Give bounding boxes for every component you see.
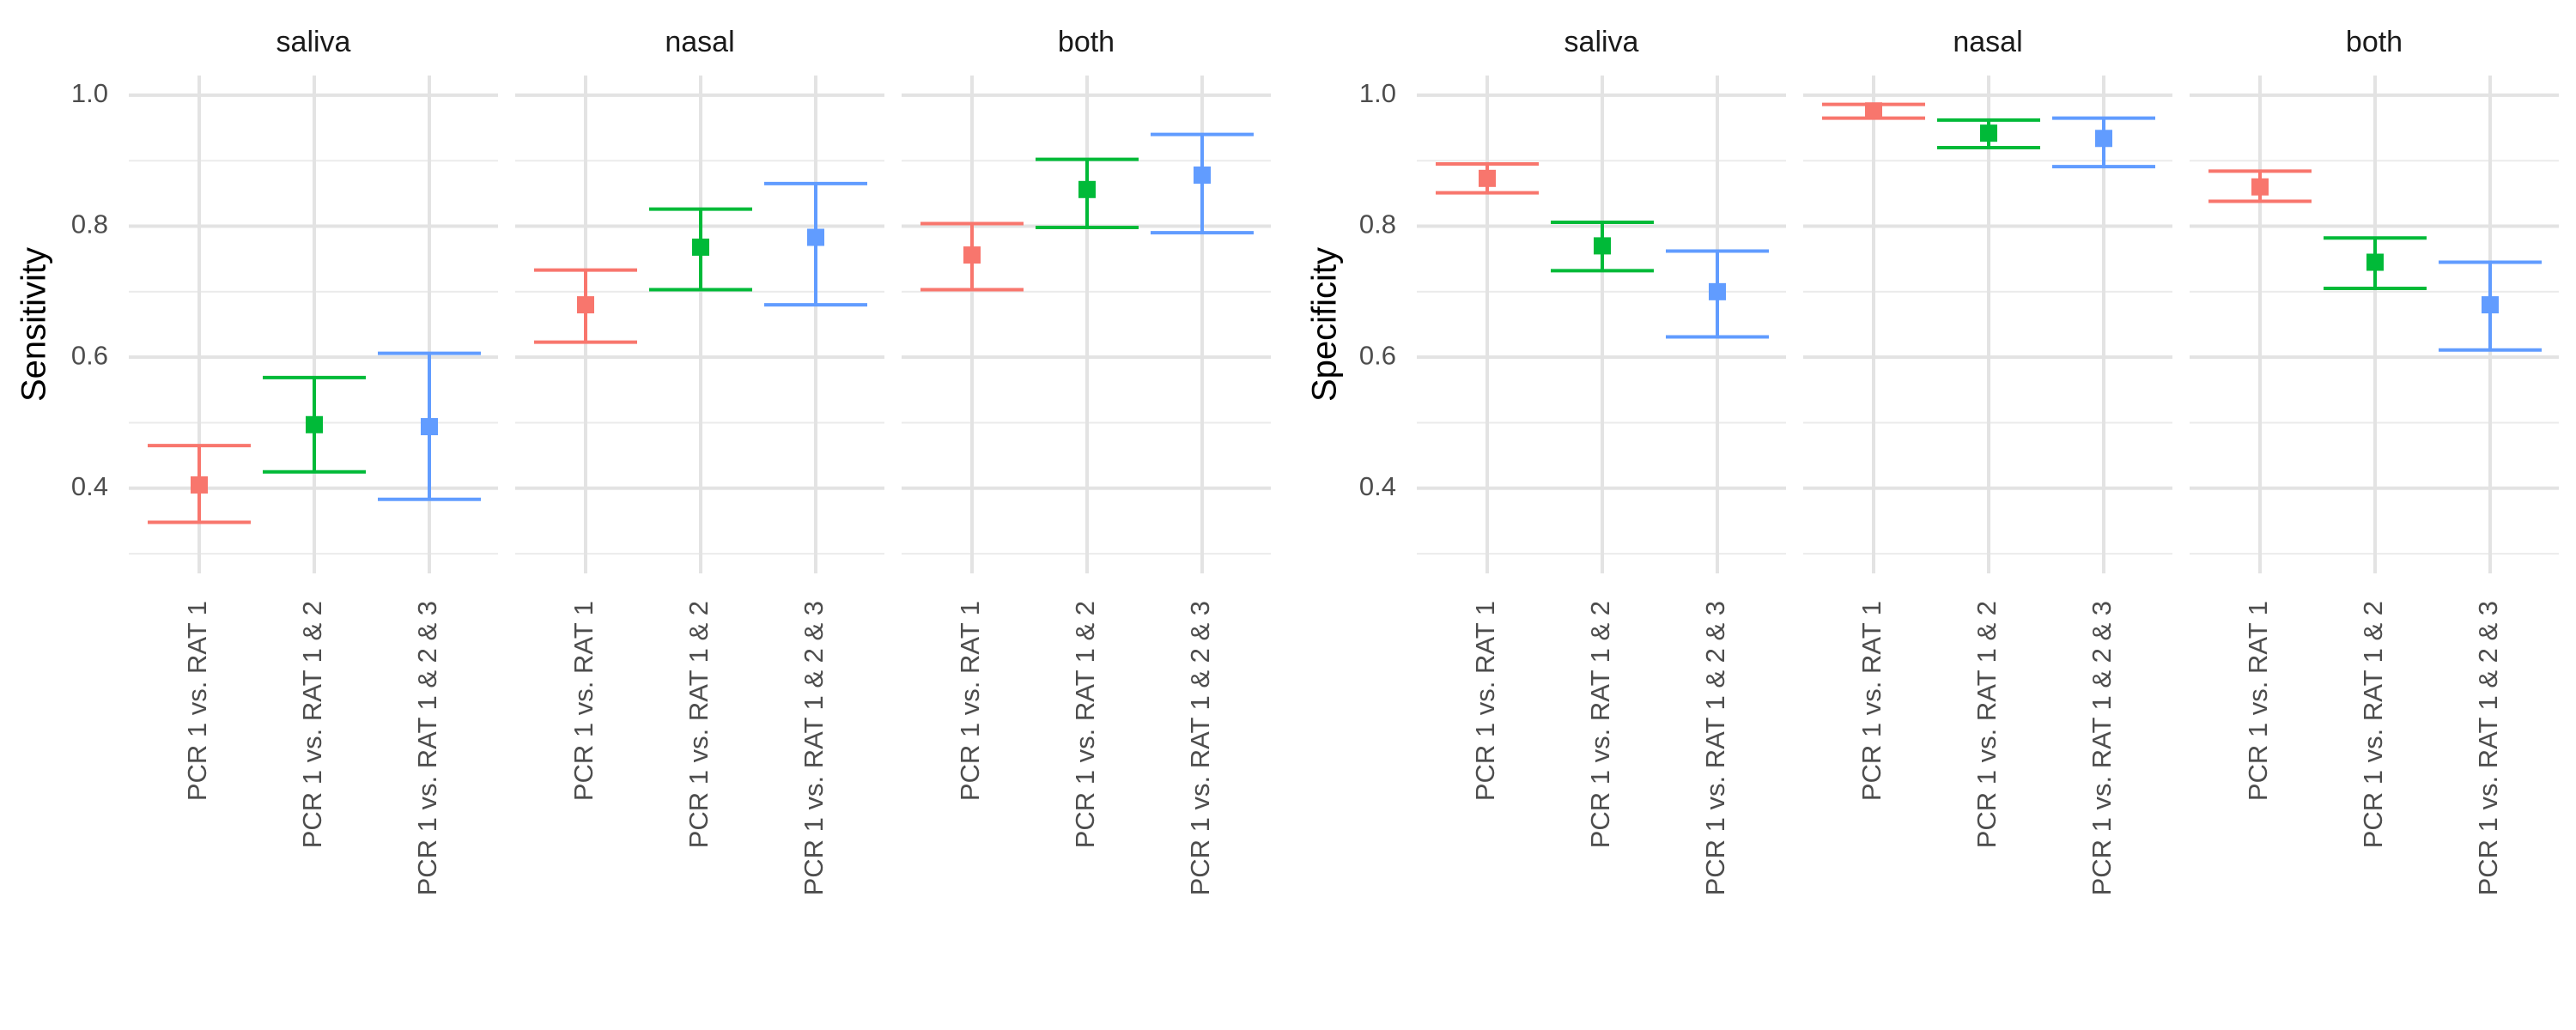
y-tick-label: 0.6 xyxy=(71,340,108,370)
data-point-marker xyxy=(1709,282,1726,300)
data-point-marker xyxy=(1980,124,1997,142)
facet-strip-label: both xyxy=(1058,26,1115,58)
data-point-marker xyxy=(191,476,208,494)
x-tick-label: PCR 1 vs. RAT 1 & 2 xyxy=(2358,601,2388,848)
chart-specificity: Specificity 0.4 0.6 0.8 1.0 saliva PCR 1 vs. R… xyxy=(1306,26,2559,895)
facet-panel-nasal: nasal PCR 1 vs. RAT 1 PCR 1 vs. RAT 1 & 2 P… xyxy=(1803,26,2172,895)
x-tick-label: PCR 1 vs. RAT 1 & 2 & 3 xyxy=(412,601,442,895)
y-tick-label: 0.4 xyxy=(1359,471,1396,501)
x-tick-label: PCR 1 vs. RAT 1 xyxy=(182,601,212,801)
x-tick-label: PCR 1 vs. RAT 1 & 2 & 3 xyxy=(2087,601,2117,895)
facet-panel-saliva: saliva PCR 1 vs. RAT 1 PCR 1 vs. RAT 1 & 2… xyxy=(1417,26,1786,895)
facet-strip-label: saliva xyxy=(1564,26,1639,58)
data-point-marker xyxy=(692,238,709,256)
facet-panel-saliva: saliva PCR 1 vs. RAT 1 PCR 1 vs. RAT 1 & 2… xyxy=(129,26,498,895)
y-tick-label: 0.4 xyxy=(71,471,108,501)
y-tick-label: 0.6 xyxy=(1359,340,1396,370)
y-axis-title: Specificity xyxy=(1306,247,1344,402)
data-point-marker xyxy=(577,296,594,314)
facet-strip-label: saliva xyxy=(276,26,351,58)
facet-panel-nasal: nasal PCR 1 vs. RAT 1 PCR 1 vs. RAT 1 & 2 P… xyxy=(515,26,884,895)
facet-strip-label: nasal xyxy=(1953,26,2022,58)
plots-layer: Sensitivity 0.4 0.6 0.8 1.0 saliva PCR 1 vs. R… xyxy=(15,26,2559,895)
x-tick-label: PCR 1 vs. RAT 1 xyxy=(2243,601,2273,801)
x-tick-label: PCR 1 vs. RAT 1 xyxy=(1470,601,1500,801)
data-point-marker xyxy=(2095,130,2112,148)
data-point-marker xyxy=(306,415,323,433)
x-tick-label: PCR 1 vs. RAT 1 xyxy=(568,601,598,801)
x-tick-label: PCR 1 vs. RAT 1 xyxy=(955,601,985,801)
data-point-marker xyxy=(1865,102,1882,120)
data-point-marker xyxy=(421,418,438,436)
data-point-marker xyxy=(2251,178,2269,196)
facet-panel-both: both PCR 1 vs. RAT 1 PCR 1 vs. RAT 1 & 2 PC… xyxy=(2190,26,2559,895)
x-tick-label: PCR 1 vs. RAT 1 & 2 & 3 xyxy=(799,601,829,895)
y-axis-title: Sensitivity xyxy=(15,247,53,402)
x-tick-label: PCR 1 vs. RAT 1 & 2 & 3 xyxy=(1700,601,1730,895)
y-tick-label: 0.8 xyxy=(1359,209,1396,239)
facet-panel-both: both PCR 1 vs. RAT 1 PCR 1 vs. RAT 1 & 2 PC… xyxy=(902,26,1271,895)
y-tick-label: 0.8 xyxy=(71,209,108,239)
x-tick-label: PCR 1 vs. RAT 1 & 2 xyxy=(1971,601,2002,848)
facet-strip-label: both xyxy=(2346,26,2403,58)
x-tick-label: PCR 1 vs. RAT 1 xyxy=(1856,601,1886,801)
data-point-marker xyxy=(1194,167,1211,184)
data-point-marker xyxy=(2482,296,2499,314)
x-tick-label: PCR 1 vs. RAT 1 & 2 xyxy=(1070,601,1100,848)
data-point-marker xyxy=(2366,253,2384,271)
x-tick-label: PCR 1 vs. RAT 1 & 2 xyxy=(1585,601,1615,848)
y-tick-label: 1.0 xyxy=(1359,78,1396,108)
data-point-marker xyxy=(963,246,981,264)
x-tick-label: PCR 1 vs. RAT 1 & 2 xyxy=(297,601,327,848)
data-point-marker xyxy=(807,228,824,246)
facet-strip-label: nasal xyxy=(665,26,734,58)
x-tick-label: PCR 1 vs. RAT 1 & 2 & 3 xyxy=(1185,601,1215,895)
data-point-marker xyxy=(1594,237,1611,255)
data-point-marker xyxy=(1078,180,1096,198)
y-tick-label: 1.0 xyxy=(71,78,108,108)
data-point-marker xyxy=(1479,169,1496,187)
x-tick-label: PCR 1 vs. RAT 1 & 2 xyxy=(683,601,714,848)
x-tick-label: PCR 1 vs. RAT 1 & 2 & 3 xyxy=(2473,601,2503,895)
chart-sensitivity: Sensitivity 0.4 0.6 0.8 1.0 saliva PCR 1 vs. R… xyxy=(15,26,1271,895)
